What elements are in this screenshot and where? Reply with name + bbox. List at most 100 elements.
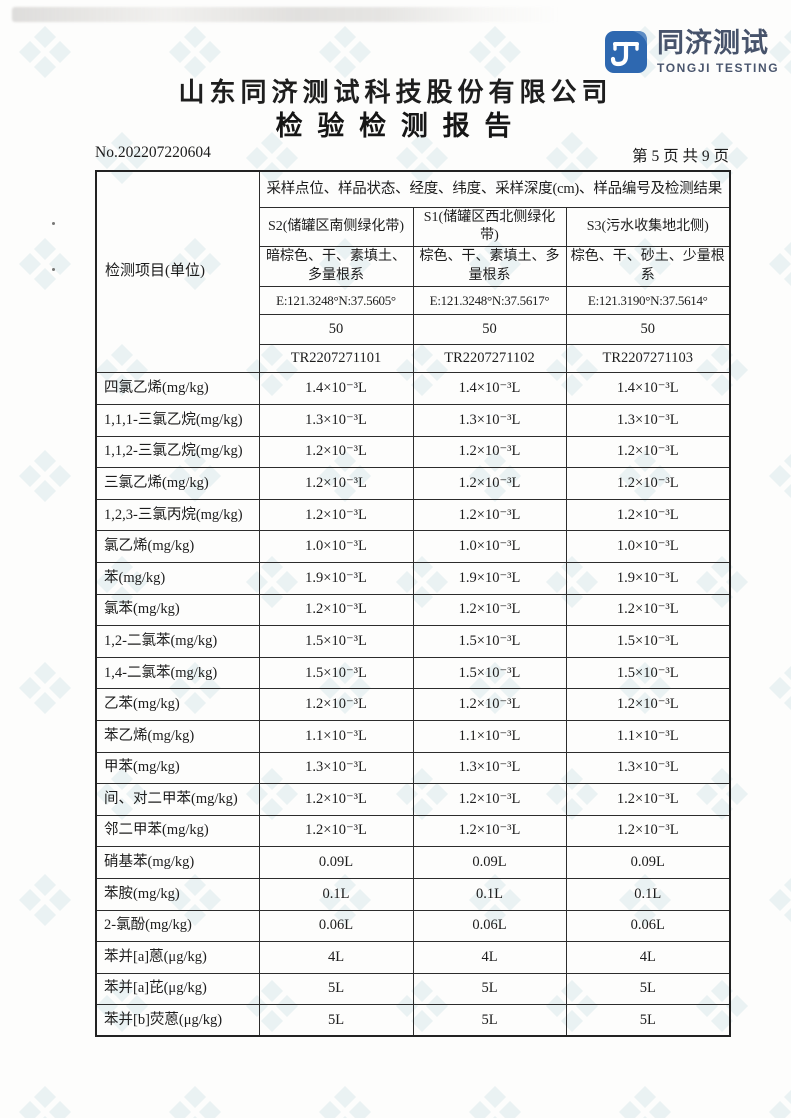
result-value: 1.0×10⁻³L: [258, 530, 414, 563]
analyte-label: 氯乙烯(mg/kg): [95, 530, 260, 563]
result-value: 1.5×10⁻³L: [565, 656, 731, 690]
result-value: 1.3×10⁻³L: [258, 751, 414, 785]
result-value: 1.5×10⁻³L: [258, 625, 414, 658]
result-value: 5L: [258, 972, 414, 1006]
result-value: 4L: [258, 941, 414, 974]
sampling-depth: 50: [258, 314, 414, 346]
result-value: 0.06L: [258, 909, 414, 943]
result-value: 1.2×10⁻³L: [565, 688, 731, 721]
analyte-label: 苯(mg/kg): [95, 562, 260, 595]
result-value: 5L: [565, 1004, 731, 1037]
analyte-label: 苯并[b]荧蒽(μg/kg): [95, 1004, 260, 1037]
table-row: 乙苯(mg/kg) 1.2×10⁻³L 1.2×10⁻³L 1.2×10⁻³L: [95, 688, 731, 721]
logo-wordmark: 同济测试 TONGJI TESTING: [657, 30, 780, 75]
logo-en-text: TONGJI TESTING: [657, 61, 780, 75]
scan-speck: [52, 268, 55, 271]
analyte-label: 1,2,3-三氯丙烷(mg/kg): [95, 498, 260, 532]
table-row: 苯并[b]荧蒽(μg/kg) 5L 5L 5L: [95, 1004, 731, 1037]
result-value: 1.2×10⁻³L: [565, 783, 731, 816]
table-row: 苯并[a]芘(μg/kg) 5L 5L 5L: [95, 972, 731, 1006]
result-value: 0.06L: [565, 909, 731, 943]
analyte-label: 乙苯(mg/kg): [95, 688, 260, 721]
result-value: 1.9×10⁻³L: [565, 562, 731, 595]
result-value: 1.5×10⁻³L: [565, 625, 731, 658]
table-row: 1,1,2-三氯乙烷(mg/kg) 1.2×10⁻³L 1.2×10⁻³L 1.2×1…: [95, 435, 731, 469]
result-value: 1.2×10⁻³L: [258, 688, 414, 721]
result-value: 5L: [258, 1004, 414, 1037]
report-title: 检 验 检 测 报 告: [275, 111, 516, 141]
analyte-label: 苯并[a]芘(μg/kg): [95, 972, 260, 1006]
result-value: 1.2×10⁻³L: [258, 498, 414, 532]
table-row: 苯乙烯(mg/kg) 1.1×10⁻³L 1.1×10⁻³L 1.1×10⁻³L: [95, 719, 731, 753]
result-value: 5L: [412, 1004, 567, 1037]
table-row: 三氯乙烯(mg/kg) 1.2×10⁻³L 1.2×10⁻³L 1.2×10⁻³L: [95, 467, 731, 500]
result-value: 0.06L: [412, 909, 567, 943]
result-value: 1.9×10⁻³L: [412, 562, 567, 595]
corner-label: 检测项目(单位): [95, 170, 260, 374]
table-row: 1,2,3-三氯丙烷(mg/kg) 1.2×10⁻³L 1.2×10⁻³L 1.2×1…: [95, 498, 731, 532]
result-value: 1.3×10⁻³L: [412, 751, 567, 785]
result-value: 1.2×10⁻³L: [412, 498, 567, 532]
table-row: 四氯乙烯(mg/kg) 1.4×10⁻³L 1.4×10⁻³L 1.4×10⁻³L: [95, 372, 731, 406]
report-number: No.202207220604: [95, 144, 211, 161]
result-value: 0.1L: [565, 877, 731, 911]
meta-row: No.202207220604 第 5 页 共 9 页: [95, 144, 729, 166]
result-value: 1.4×10⁻³L: [258, 372, 414, 406]
result-value: 1.4×10⁻³L: [412, 372, 567, 406]
result-value: 1.3×10⁻³L: [565, 751, 731, 785]
sample-number: TR2207271101: [258, 344, 414, 374]
analyte-label: 三氯乙烯(mg/kg): [95, 467, 260, 500]
table-row: 邻二甲苯(mg/kg) 1.2×10⁻³L 1.2×10⁻³L 1.2×10⁻³L: [95, 814, 731, 848]
result-value: 0.1L: [412, 877, 567, 911]
result-value: 1.3×10⁻³L: [565, 404, 731, 437]
analyte-label: 苯并[a]蒽(μg/kg): [95, 941, 260, 974]
result-value: 1.5×10⁻³L: [258, 656, 414, 690]
result-value: 1.2×10⁻³L: [412, 814, 567, 848]
table-row: 苯(mg/kg) 1.9×10⁻³L 1.9×10⁻³L 1.9×10⁻³L: [95, 562, 731, 595]
analyte-label: 硝基苯(mg/kg): [95, 846, 260, 879]
table-row: 氯苯(mg/kg) 1.2×10⁻³L 1.2×10⁻³L 1.2×10⁻³L: [95, 593, 731, 627]
sample-number: TR2207271102: [412, 344, 567, 374]
result-value: 1.2×10⁻³L: [258, 593, 414, 627]
sample-number: TR2207271103: [565, 344, 731, 374]
result-value: 5L: [412, 972, 567, 1006]
result-value: 1.2×10⁻³L: [412, 435, 567, 469]
table-row: 间、对二甲苯(mg/kg) 1.2×10⁻³L 1.2×10⁻³L 1.2×10⁻³L: [95, 783, 731, 816]
result-value: 1.2×10⁻³L: [258, 814, 414, 848]
analyte-label: 甲苯(mg/kg): [95, 751, 260, 785]
result-value: 1.2×10⁻³L: [258, 435, 414, 469]
page-indicator: 第 5 页 共 9 页: [632, 148, 729, 165]
sampling-point: S1(储罐区西北侧绿化带): [412, 206, 567, 248]
result-value: 1.0×10⁻³L: [412, 530, 567, 563]
span-header: 采样点位、样品状态、经度、纬度、采样深度(cm)、样品编号及检测结果: [258, 170, 731, 208]
result-value: 4L: [565, 941, 731, 974]
result-value: 0.1L: [258, 877, 414, 911]
result-value: 0.09L: [412, 846, 567, 879]
result-value: 0.09L: [258, 846, 414, 879]
analyte-label: 苯乙烯(mg/kg): [95, 719, 260, 753]
result-value: 0.09L: [565, 846, 731, 879]
result-value: 1.2×10⁻³L: [565, 814, 731, 848]
table-row: 1,4-二氯苯(mg/kg) 1.5×10⁻³L 1.5×10⁻³L 1.5×10⁻³…: [95, 656, 731, 690]
sampling-depth: 50: [565, 314, 731, 346]
analyte-label: 1,1,2-三氯乙烷(mg/kg): [95, 435, 260, 469]
result-value: 1.2×10⁻³L: [565, 435, 731, 469]
result-value: 1.2×10⁻³L: [412, 593, 567, 627]
result-value: 5L: [565, 972, 731, 1006]
sampling-point: S2(储罐区南侧绿化带): [258, 206, 414, 248]
result-value: 1.9×10⁻³L: [258, 562, 414, 595]
result-value: 4L: [412, 941, 567, 974]
scan-noise-band: [12, 7, 560, 22]
result-value: 1.5×10⁻³L: [412, 656, 567, 690]
result-value: 1.1×10⁻³L: [258, 719, 414, 753]
result-value: 1.2×10⁻³L: [412, 783, 567, 816]
result-value: 1.2×10⁻³L: [565, 498, 731, 532]
company-name: 山东同济测试科技股份有限公司: [178, 78, 613, 107]
table-row: 1,2-二氯苯(mg/kg) 1.5×10⁻³L 1.5×10⁻³L 1.5×10⁻³…: [95, 625, 731, 658]
table-row: 甲苯(mg/kg) 1.3×10⁻³L 1.3×10⁻³L 1.3×10⁻³L: [95, 751, 731, 785]
table-row: 1,1,1-三氯乙烷(mg/kg) 1.3×10⁻³L 1.3×10⁻³L 1.3×1…: [95, 404, 731, 437]
analyte-label: 2-氯酚(mg/kg): [95, 909, 260, 943]
result-value: 1.3×10⁻³L: [412, 404, 567, 437]
result-value: 1.2×10⁻³L: [258, 467, 414, 500]
